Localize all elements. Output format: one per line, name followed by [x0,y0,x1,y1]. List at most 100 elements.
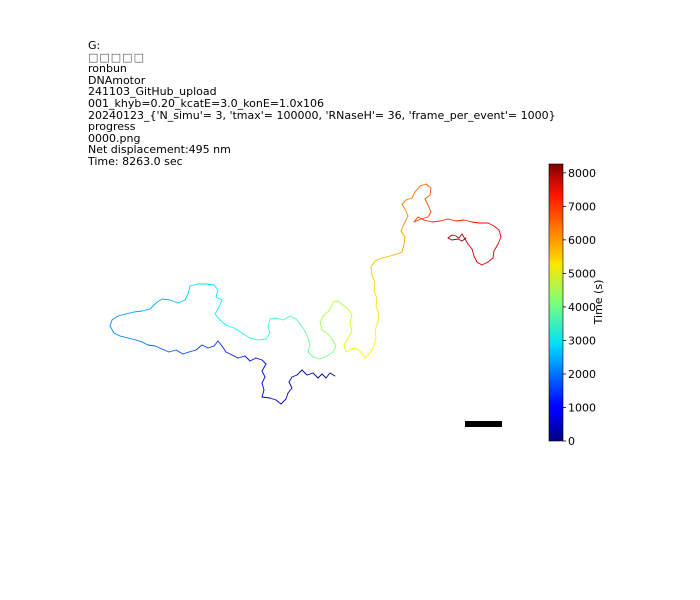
trajectory-segment [463,219,473,223]
header-line-drive: G: [88,39,101,52]
trajectory-segment [405,197,413,201]
trajectory-segment [168,349,177,353]
header-line-folder-ronbun: ronbun [88,62,127,76]
trajectory-segment [447,218,457,222]
trajectory-segment [147,344,156,347]
trajectory-segment [287,387,293,394]
trajectory-segment [377,313,380,323]
trajectory-segment [355,347,362,353]
trajectory-segment [125,311,135,315]
trajectory-segment [375,297,378,307]
trajectory-segment [373,290,378,299]
colorbar-tick-label: 3000 [568,334,596,347]
trajectory-segment [497,236,502,245]
trajectory-segment [237,355,246,359]
trajectory-segment [306,372,314,376]
trajectory-segment [307,344,311,353]
trajectory-segment [135,339,143,343]
trajectory-segment [481,261,489,266]
trajectory-segment [319,314,325,323]
trajectory-segment [461,237,467,242]
trajectory-segment [307,337,311,346]
trajectory-segment [267,325,271,334]
trajectory-segment [332,300,339,303]
trajectory-segment [411,191,416,199]
trajectory-segment [400,230,406,238]
trajectory-segment [231,354,239,359]
trajectory-segment [413,218,422,223]
trajectory-segment [255,357,263,361]
trajectory-segment [492,250,495,259]
trajectory-path [109,183,502,405]
trajectory-segment [349,314,353,324]
trajectory-segment [487,222,495,227]
trajectory-segment [487,257,494,263]
trajectory-segment [413,216,419,223]
trajectory-segment [451,234,457,237]
trajectory-segment [403,236,406,245]
trajectory-segment [447,234,453,239]
trajectory-segment [493,225,500,231]
colorbar-tick-label: 2000 [568,368,596,381]
trajectory-segment [288,381,293,389]
trajectory-segment [370,266,373,276]
trajectory-segment [419,183,427,187]
trajectory-segment [439,218,449,222]
trajectory-segment [371,274,376,284]
colorbar-tick-label: 0 [568,435,575,448]
trajectory-segment [215,296,223,301]
trajectory-segment [317,373,323,379]
trajectory-segment [187,285,191,295]
header-line-filename: 0000.png [88,131,141,145]
trajectory-segment [261,376,266,384]
trajectory-segment [127,337,137,341]
trajectory-segment [205,283,215,286]
trajectory-segment [374,257,383,262]
trajectory-segment [307,351,314,358]
trajectory-segment [427,204,432,213]
trajectory-segment [325,372,331,379]
trajectory-segment [280,398,287,405]
trajectory-segment [261,359,267,365]
trajectory-segment [455,219,465,222]
trajectory-segment [329,301,334,311]
trajectory-segment [177,299,186,304]
trajectory-segment [364,352,371,359]
header-line-net-displacement: Net displacement:495 nm [88,143,231,157]
trajectory-segment [431,220,441,223]
trajectory-segment [414,185,421,193]
trajectory-segment [389,253,398,257]
trajectory-segment [133,310,143,313]
trajectory-segment [149,302,157,310]
trajectory-segment [213,340,219,347]
trajectory-segment [461,233,466,240]
trajectory-segment [400,223,405,232]
trajectory-segment [331,338,337,347]
trajectory-segment [458,233,463,239]
trajectory-segment [184,293,189,301]
trajectory-segment [275,317,284,321]
trajectory-segment [373,337,377,347]
trajectory-segment [161,298,171,301]
header-line-folder-upload: 241103_GitHub_upload [88,85,217,99]
trajectory-segment [473,255,478,263]
trajectory-segment [296,369,303,376]
header-line-progress: progress [88,120,136,134]
trajectory-segment [404,208,409,217]
header-text-block: G: □□□□□ ronbun DNAmotor 241103_GitHub_u… [88,40,648,168]
header-line-folder-glyphs: □□□□□ [88,50,145,64]
trajectory-segment [295,318,301,325]
trajectory-segment [241,332,251,339]
trajectory-segment [319,321,323,331]
trajectory-segment [141,341,149,346]
colorbar-ticks: 0 1000 2000 3000 4000 5000 6000 7000 8000 [563,167,596,448]
colorbar-tick-label: 4000 [568,301,596,314]
trajectory-segment [401,203,406,210]
trajectory-segment [233,327,243,334]
trajectory-segment [304,330,309,339]
trajectory-segment [291,374,298,378]
trajectory-segment [329,372,336,377]
trajectory-segment [447,237,453,241]
trajectory-segment [321,373,327,379]
